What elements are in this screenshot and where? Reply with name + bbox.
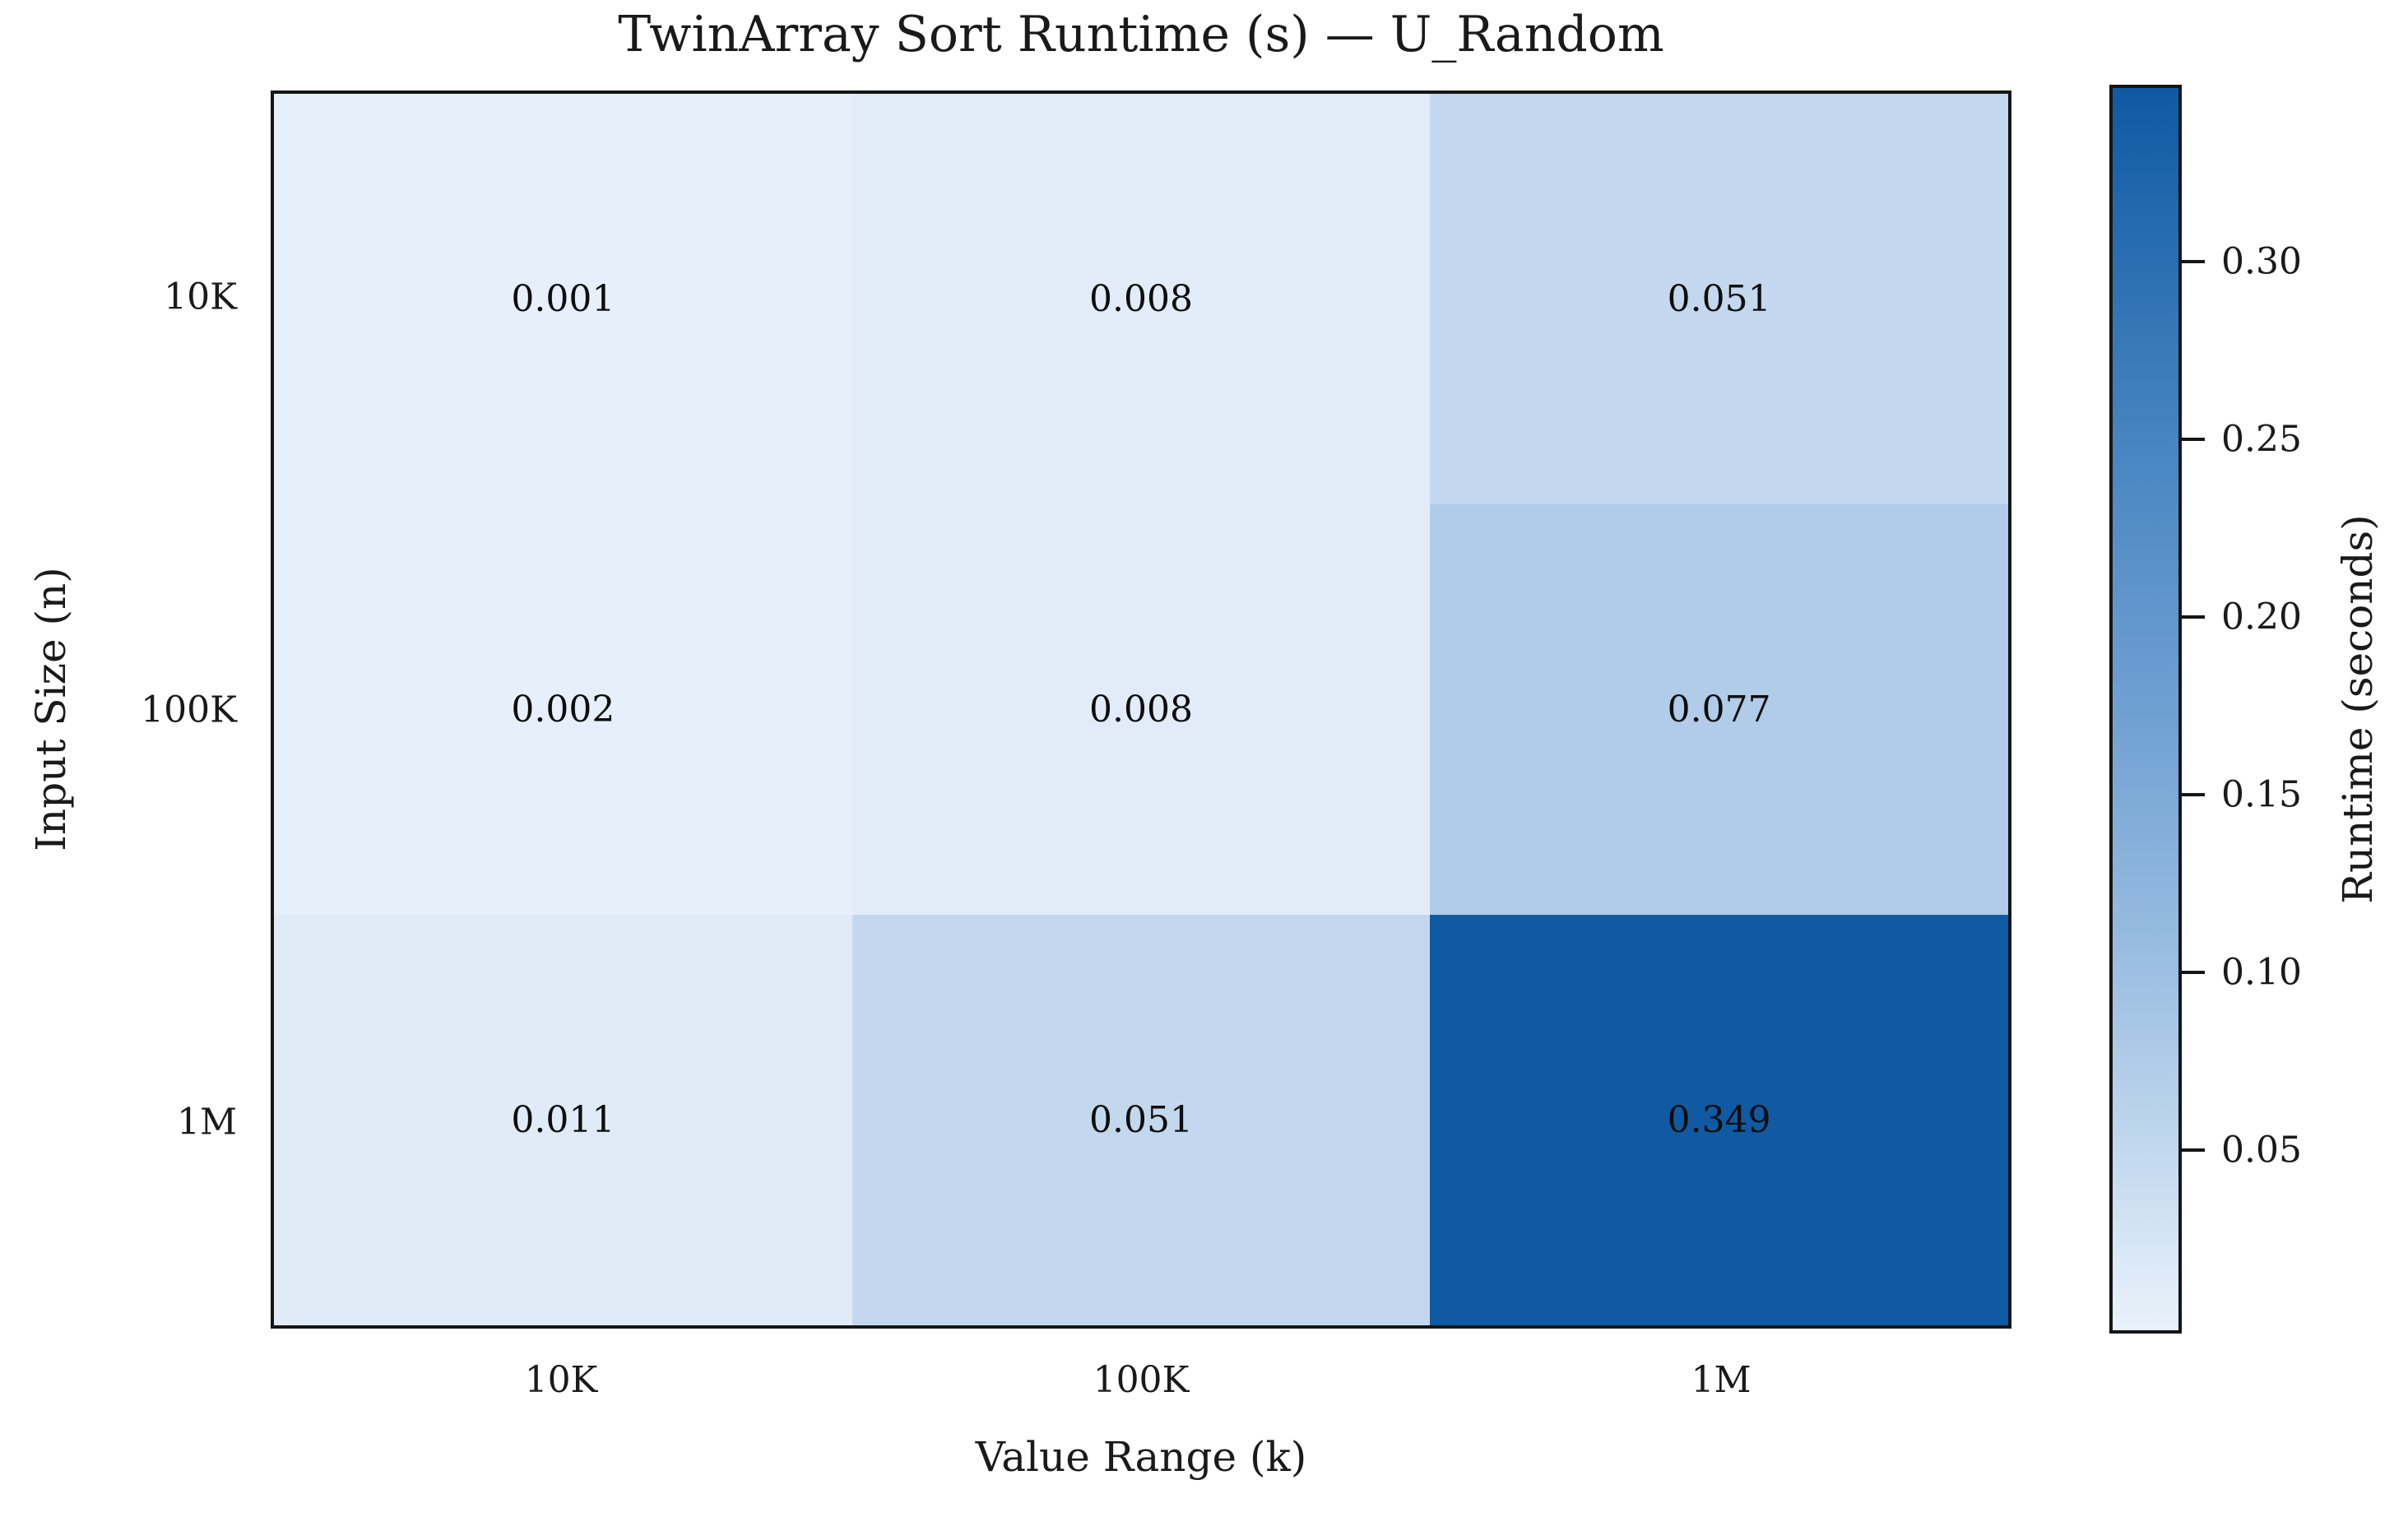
chart-title: TwinArray Sort Runtime (s) — U_Random (618, 6, 1664, 63)
x-tick-label: 10K (524, 1359, 598, 1401)
colorbar-tick-label: 0.20 (2221, 596, 2302, 638)
colorbar-tick-label: 0.05 (2221, 1129, 2302, 1171)
heatmap-cell: 0.001 (274, 94, 852, 504)
colorbar-tick-mark (2178, 438, 2205, 442)
colorbar-tick-label: 0.30 (2221, 240, 2302, 283)
colorbar-tick-mark (2178, 1148, 2205, 1152)
heatmap-cell: 0.008 (851, 94, 1431, 504)
x-axis-title: Value Range (k) (975, 1433, 1307, 1481)
colorbar-axis-title: Runtime (seconds) (2334, 514, 2382, 904)
heatmap-cell: 0.002 (274, 504, 852, 915)
heatmap-cell: 0.051 (851, 915, 1431, 1325)
colorbar-tick-mark (2178, 260, 2205, 264)
colorbar-tick-mark (2178, 792, 2205, 796)
colorbar-tick-mark (2178, 970, 2205, 974)
x-tick-label: 100K (1093, 1359, 1190, 1401)
y-tick-label: 100K (141, 689, 237, 731)
heatmap-cell: 0.008 (851, 504, 1431, 915)
y-tick-label: 10K (164, 276, 237, 318)
colorbar-tick-label: 0.10 (2221, 951, 2302, 994)
heatmap-cell: 0.077 (1430, 504, 2008, 915)
y-tick-label: 1M (176, 1101, 237, 1144)
heatmap-plot-area: 0.001 0.008 0.051 0.002 0.008 0.077 0.011 0.051… (271, 90, 2011, 1329)
heatmap-cell: 0.011 (274, 915, 852, 1325)
colorbar-tick-label: 0.15 (2221, 773, 2302, 816)
colorbar-tick-mark (2178, 615, 2205, 619)
heatmap-cell: 0.051 (1430, 94, 2008, 504)
x-tick-label: 1M (1691, 1359, 1751, 1401)
colorbar (2109, 85, 2182, 1334)
colorbar-tick-label: 0.25 (2221, 418, 2302, 461)
heatmap-cell: 0.349 (1430, 915, 2008, 1325)
